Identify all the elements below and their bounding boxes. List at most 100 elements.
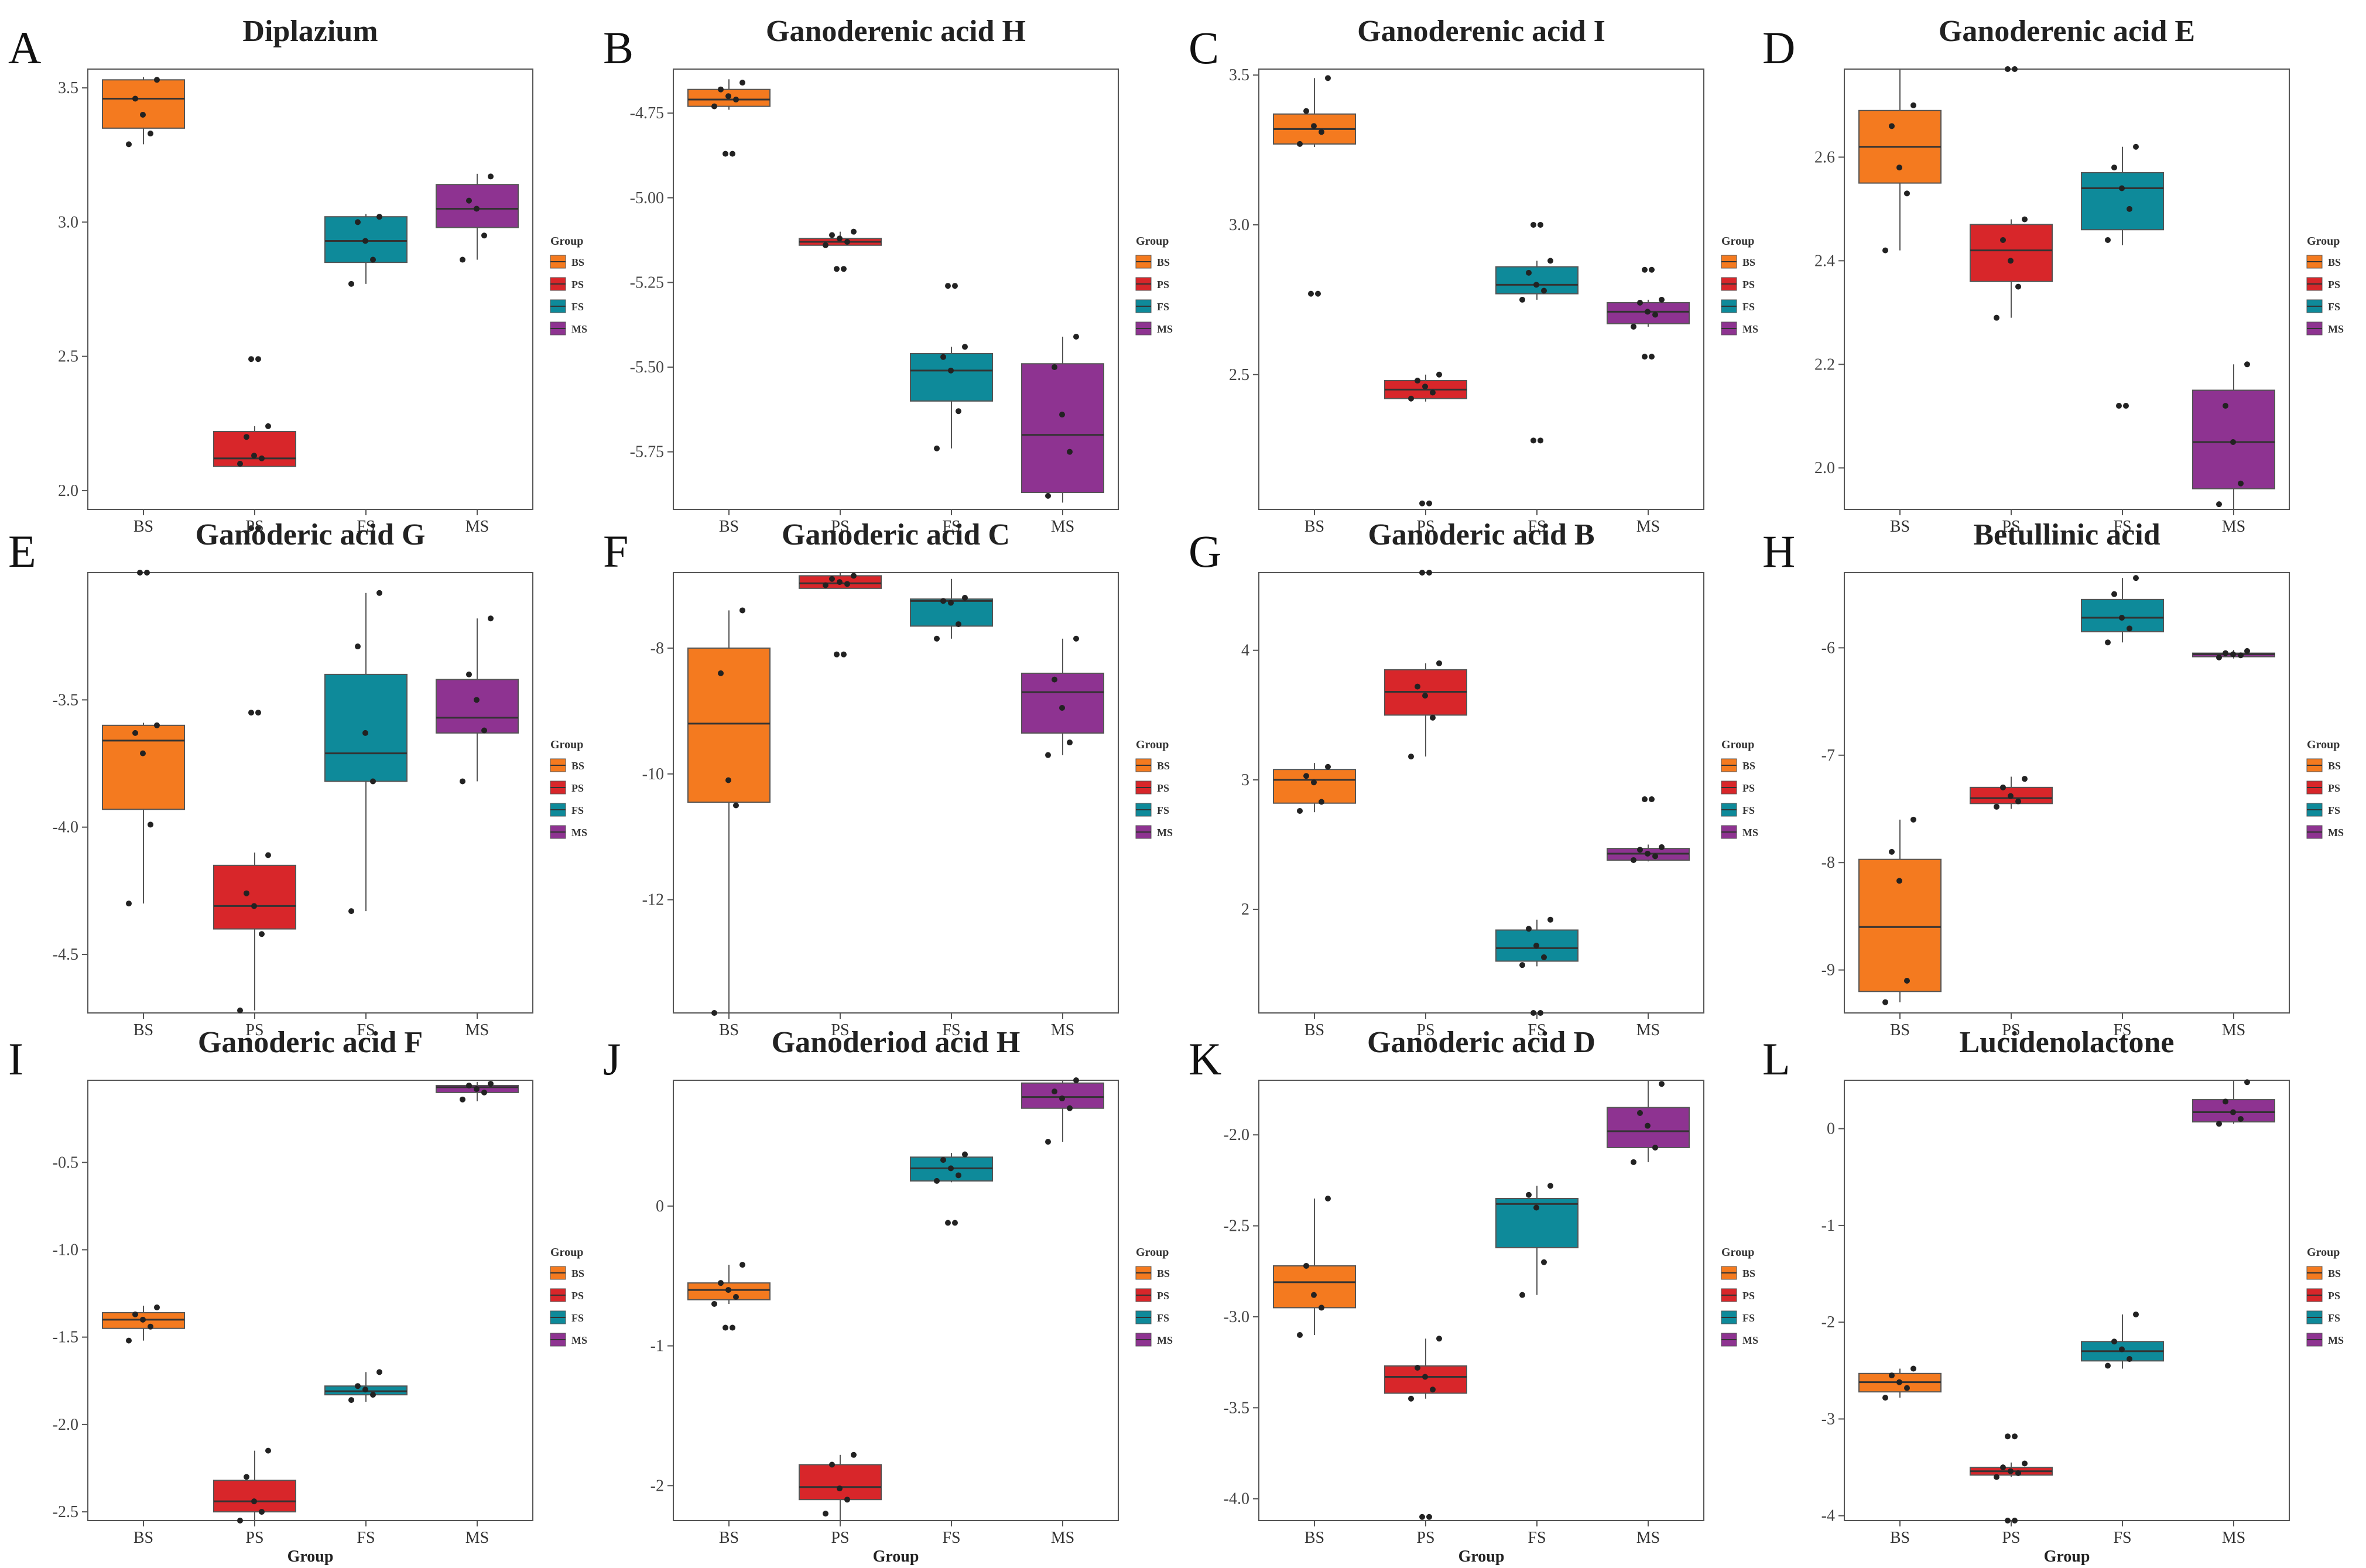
outlier-point <box>1642 266 1648 273</box>
data-point <box>2216 654 2222 660</box>
y-tick-label: -3.5 <box>53 691 78 709</box>
outlier-point <box>834 651 840 658</box>
outlier-point <box>841 266 847 272</box>
data-point <box>2133 1311 2139 1317</box>
data-point <box>1904 190 1910 197</box>
data-point <box>1059 1095 1065 1102</box>
outlier-point <box>1538 437 1543 444</box>
panel-letter: C <box>1189 22 1219 73</box>
x-tick-label: BS <box>1304 1529 1324 1547</box>
data-point <box>265 423 271 429</box>
data-point <box>1303 1262 1309 1269</box>
legend-entry: BS <box>2328 256 2341 268</box>
box-body <box>102 724 185 810</box>
x-tick-label: BS <box>133 1021 153 1039</box>
box-body <box>910 352 993 402</box>
legend-entry: PS <box>1157 279 1169 290</box>
data-point <box>1637 1110 1643 1116</box>
data-point <box>1052 364 1057 371</box>
data-point <box>2105 237 2111 243</box>
legend-title: Group <box>550 738 583 751</box>
data-point <box>1325 764 1331 770</box>
data-point <box>1541 287 1547 294</box>
y-tick-label: -4 <box>1821 1507 1835 1525</box>
outlier-point <box>137 570 143 576</box>
box-body <box>1021 672 1104 734</box>
y-tick-label: -4.5 <box>53 946 78 964</box>
x-tick-label: MS <box>465 518 489 536</box>
panel-title: Ganoderic acid B <box>1368 518 1594 552</box>
data-point <box>1631 857 1636 864</box>
data-point <box>733 97 739 103</box>
box-body <box>687 647 771 803</box>
data-point <box>2015 798 2021 804</box>
legend-entry: BS <box>1157 256 1170 268</box>
box-ps <box>1970 1433 2053 1524</box>
x-tick-label: BS <box>133 1529 153 1547</box>
box-ms <box>1021 1077 1104 1145</box>
y-tick-label: 3.0 <box>1229 216 1249 234</box>
outlier-point <box>248 710 254 716</box>
box-bs <box>102 77 185 148</box>
y-tick-label: -4.0 <box>53 819 78 837</box>
data-point <box>1994 803 1999 810</box>
data-point <box>2127 625 2132 632</box>
data-point <box>1659 296 1665 303</box>
legend-entry: MS <box>1157 323 1173 335</box>
data-point <box>362 730 368 736</box>
data-point <box>851 228 857 235</box>
panel-h: H Betullinic acid -6 -7 -8 -9 BS PS FS MS Group BS P… <box>1762 518 2344 1039</box>
legend: Group BS PS FS MS <box>1135 235 1173 335</box>
box-body <box>1273 769 1356 804</box>
data-point <box>1889 848 1895 855</box>
data-point <box>1519 962 1525 968</box>
data-point <box>948 367 954 374</box>
box-ps <box>213 1447 296 1524</box>
legend-entry: PS <box>1742 1290 1755 1302</box>
legend: Group BS PS FS MS <box>2306 1246 2344 1347</box>
x-tick-label: MS <box>465 1021 489 1039</box>
x-tick-label: BS <box>1890 1021 1910 1039</box>
data-point <box>1526 269 1532 276</box>
data-point <box>132 1311 138 1317</box>
data-point <box>1637 300 1643 306</box>
box-body <box>213 1480 296 1513</box>
data-point <box>1073 1077 1079 1083</box>
outlier-point <box>248 356 254 362</box>
data-point <box>1073 635 1079 642</box>
legend-entry: BS <box>571 1268 584 1279</box>
panel-letter: B <box>603 22 634 73</box>
outlier-point <box>2012 66 2018 72</box>
x-tick-label: PS <box>245 1021 263 1039</box>
y-tick-label: 3.5 <box>1229 66 1249 84</box>
data-point <box>2238 652 2244 659</box>
data-point <box>140 111 146 118</box>
box-ms <box>1607 796 1690 864</box>
data-point <box>1910 816 1916 823</box>
data-point <box>2133 575 2139 581</box>
data-point <box>1436 371 1442 378</box>
data-point <box>466 1082 472 1088</box>
data-point <box>481 727 487 734</box>
legend-entry: MS <box>1742 1334 1758 1346</box>
outlier-point <box>1530 1010 1536 1016</box>
box-bs <box>102 1304 185 1344</box>
data-point <box>1645 1122 1651 1129</box>
y-tick-label: -5.50 <box>630 358 664 376</box>
y-tick-label: 2.5 <box>1229 366 1249 384</box>
panel-g: G Ganoderic acid B 2 3 4 BS PS FS MS Group BS PS FS M… <box>1189 518 1758 1039</box>
data-point <box>711 1300 717 1307</box>
data-point <box>711 103 717 109</box>
data-point <box>1319 799 1324 805</box>
y-tick-label: 2.4 <box>1814 252 1835 270</box>
data-point <box>466 197 472 204</box>
data-point <box>1882 1395 1888 1401</box>
data-point <box>1652 853 1658 860</box>
data-point <box>1896 165 1902 171</box>
legend-entry: FS <box>1742 301 1755 313</box>
x-tick-label: MS <box>1051 1021 1074 1039</box>
data-point <box>259 931 265 937</box>
data-point <box>362 1386 368 1393</box>
data-point <box>1889 123 1895 129</box>
